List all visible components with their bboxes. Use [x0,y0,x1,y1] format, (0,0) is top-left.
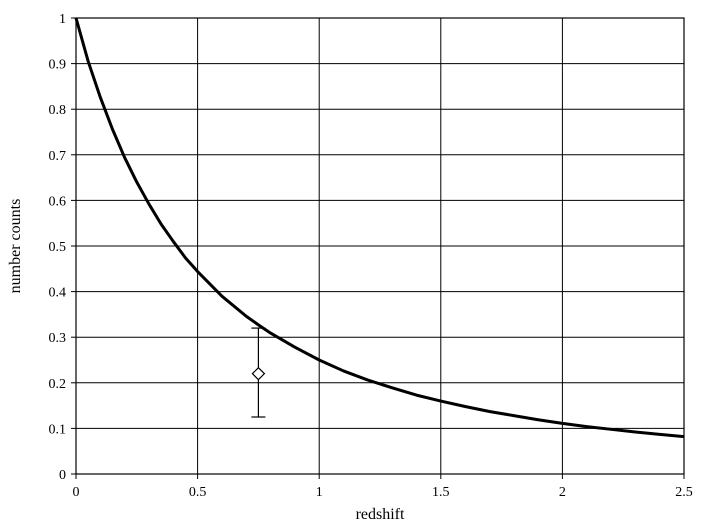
y-tick-label: 0.1 [49,422,67,437]
y-tick-label: 0.7 [49,149,67,164]
y-tick-label: 0.2 [49,377,67,392]
x-axis-ticks: 0 0.5 1 1.5 2 2.5 [73,474,693,500]
x-tick-label: 0 [73,485,80,500]
y-tick-label: 1 [59,12,66,27]
x-tick-label: 2 [559,485,566,500]
y-tick-label: 0 [59,468,66,483]
grid [75,17,685,475]
number-counts-curve [74,17,685,439]
y-tick-label: 0.9 [49,58,67,73]
curve-group [74,17,685,439]
x-tick-label: 2.5 [675,485,693,500]
y-tick-label: 0.4 [49,286,67,301]
y-axis-ticks: 0 0.1 0.2 0.3 0.4 0.5 0.6 0.7 0.8 0.9 1 [49,12,76,483]
data-points [251,327,266,418]
y-axis-label: number counts [7,199,24,294]
y-tick-label: 0.8 [49,103,67,118]
data-point-diamond [251,366,266,381]
y-tick-label: 0.3 [49,331,67,346]
x-axis-label: redshift [356,506,405,523]
x-tick-label: 1 [316,485,323,500]
y-tick-label: 0.5 [49,240,67,255]
x-tick-label: 1.5 [432,485,450,500]
x-tick-label: 0.5 [189,485,207,500]
y-tick-label: 0.6 [49,194,67,209]
